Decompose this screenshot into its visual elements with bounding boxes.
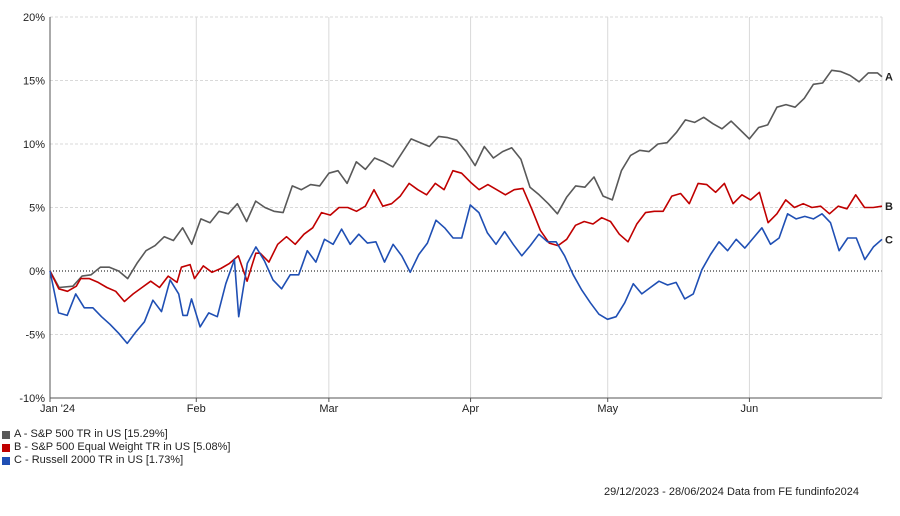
legend-swatch-b — [2, 443, 10, 452]
series-lines — [49, 69, 883, 345]
y-tick-label: 20% — [23, 12, 45, 24]
y-tick-label: 10% — [23, 139, 45, 151]
series-end-label-b: B — [885, 201, 893, 213]
data-source-footer: 29/12/2023 - 28/06/2024 Data from FE fun… — [604, 486, 860, 498]
legend-swatch-a — [2, 430, 10, 439]
gridlines — [50, 16, 882, 399]
series-line-a — [49, 69, 883, 289]
x-tick-label: Apr — [462, 403, 479, 415]
chart-area: 20% 15% 10% 5% 0% -5% -10%Jan '24 Feb Mar Apr May J… — [19, 12, 893, 415]
series-end-label-c: C — [885, 234, 893, 246]
x-tick-label: Mar — [319, 403, 338, 415]
legend-item-b: B - S&P 500 Equal Weight TR in US [5.08%… — [2, 441, 230, 454]
tick-labels: 20% 15% 10% 5% 0% -5% -10%Jan '24 Feb Mar Apr May J… — [19, 12, 893, 415]
x-tick-label: Jun — [741, 403, 759, 415]
y-tick-label: 0% — [29, 266, 45, 278]
legend-swatch-c — [2, 456, 10, 465]
legend-label-a: A - S&P 500 TR in US [15.29%] — [14, 428, 168, 440]
series-line-b — [49, 169, 883, 303]
series-line-c — [49, 204, 883, 345]
y-tick-label: 5% — [29, 203, 45, 215]
legend-item-a: A - S&P 500 TR in US [15.29%] — [2, 428, 230, 441]
legend-label-c: C - Russell 2000 TR in US [1.73%] — [14, 454, 184, 466]
series-end-label-a: A — [885, 72, 893, 84]
axes — [49, 17, 883, 402]
legend-item-c: C - Russell 2000 TR in US [1.73%] — [2, 454, 230, 467]
y-tick-label: 15% — [23, 76, 45, 88]
legend: A - S&P 500 TR in US [15.29%] B - S&P 50… — [2, 428, 230, 467]
y-tick-label: -5% — [25, 330, 45, 342]
x-tick-label: May — [597, 403, 618, 415]
y-tick-label: -10% — [19, 393, 45, 405]
x-tick-label: Jan '24 — [40, 403, 75, 415]
legend-label-b: B - S&P 500 Equal Weight TR in US [5.08%… — [14, 441, 231, 453]
x-tick-label: Feb — [187, 403, 206, 415]
